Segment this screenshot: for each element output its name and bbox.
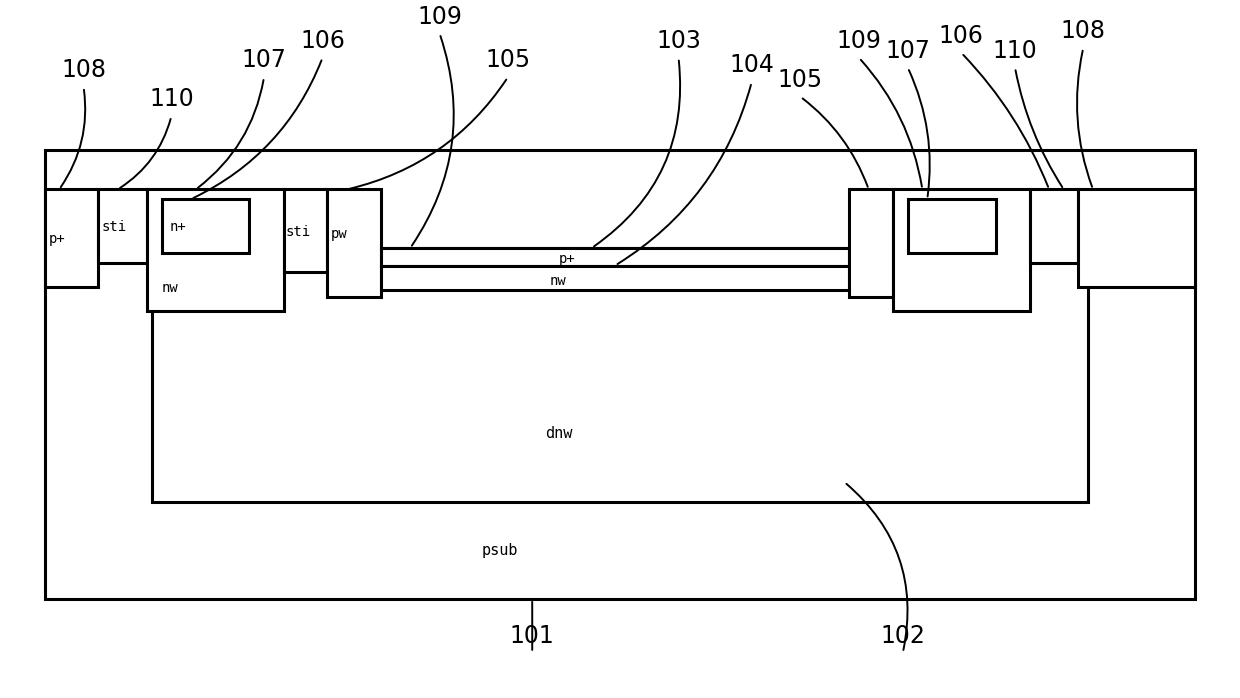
Bar (45, 151, 1195, 599)
Bar (161, 199, 249, 253)
Bar (151, 248, 1089, 502)
Bar (893, 189, 1029, 311)
Text: nw: nw (161, 281, 179, 295)
Text: 109: 109 (837, 29, 882, 53)
Text: 108: 108 (1060, 19, 1106, 43)
Text: 110: 110 (149, 87, 193, 112)
Text: 106: 106 (300, 29, 345, 53)
Text: 107: 107 (885, 38, 930, 63)
Bar (327, 189, 381, 297)
Text: 108: 108 (61, 58, 107, 82)
Text: pw: pw (330, 227, 347, 241)
Text: sti: sti (285, 225, 310, 239)
Text: 104: 104 (729, 53, 774, 77)
Bar (148, 189, 284, 311)
Text: nw: nw (549, 274, 567, 288)
Bar (45, 189, 98, 287)
Text: 101: 101 (510, 624, 554, 648)
Text: sti: sti (102, 220, 126, 234)
Text: 105: 105 (485, 48, 531, 73)
Text: 102: 102 (880, 624, 925, 648)
Text: 110: 110 (993, 38, 1038, 63)
Text: n+: n+ (170, 220, 186, 234)
Bar (381, 248, 849, 265)
Bar (849, 189, 893, 297)
Text: dnw: dnw (546, 426, 573, 441)
Bar (284, 189, 327, 272)
Bar (1079, 189, 1195, 287)
Text: 109: 109 (417, 4, 463, 29)
Text: p+: p+ (559, 251, 575, 265)
Text: 105: 105 (777, 68, 823, 92)
Text: p+: p+ (48, 232, 66, 246)
Text: 103: 103 (656, 29, 701, 53)
Text: 107: 107 (242, 48, 286, 73)
Bar (381, 265, 849, 290)
Text: 106: 106 (939, 24, 983, 48)
Bar (908, 199, 996, 253)
Bar (98, 189, 148, 262)
Bar (1029, 189, 1079, 262)
Text: psub: psub (482, 543, 518, 558)
